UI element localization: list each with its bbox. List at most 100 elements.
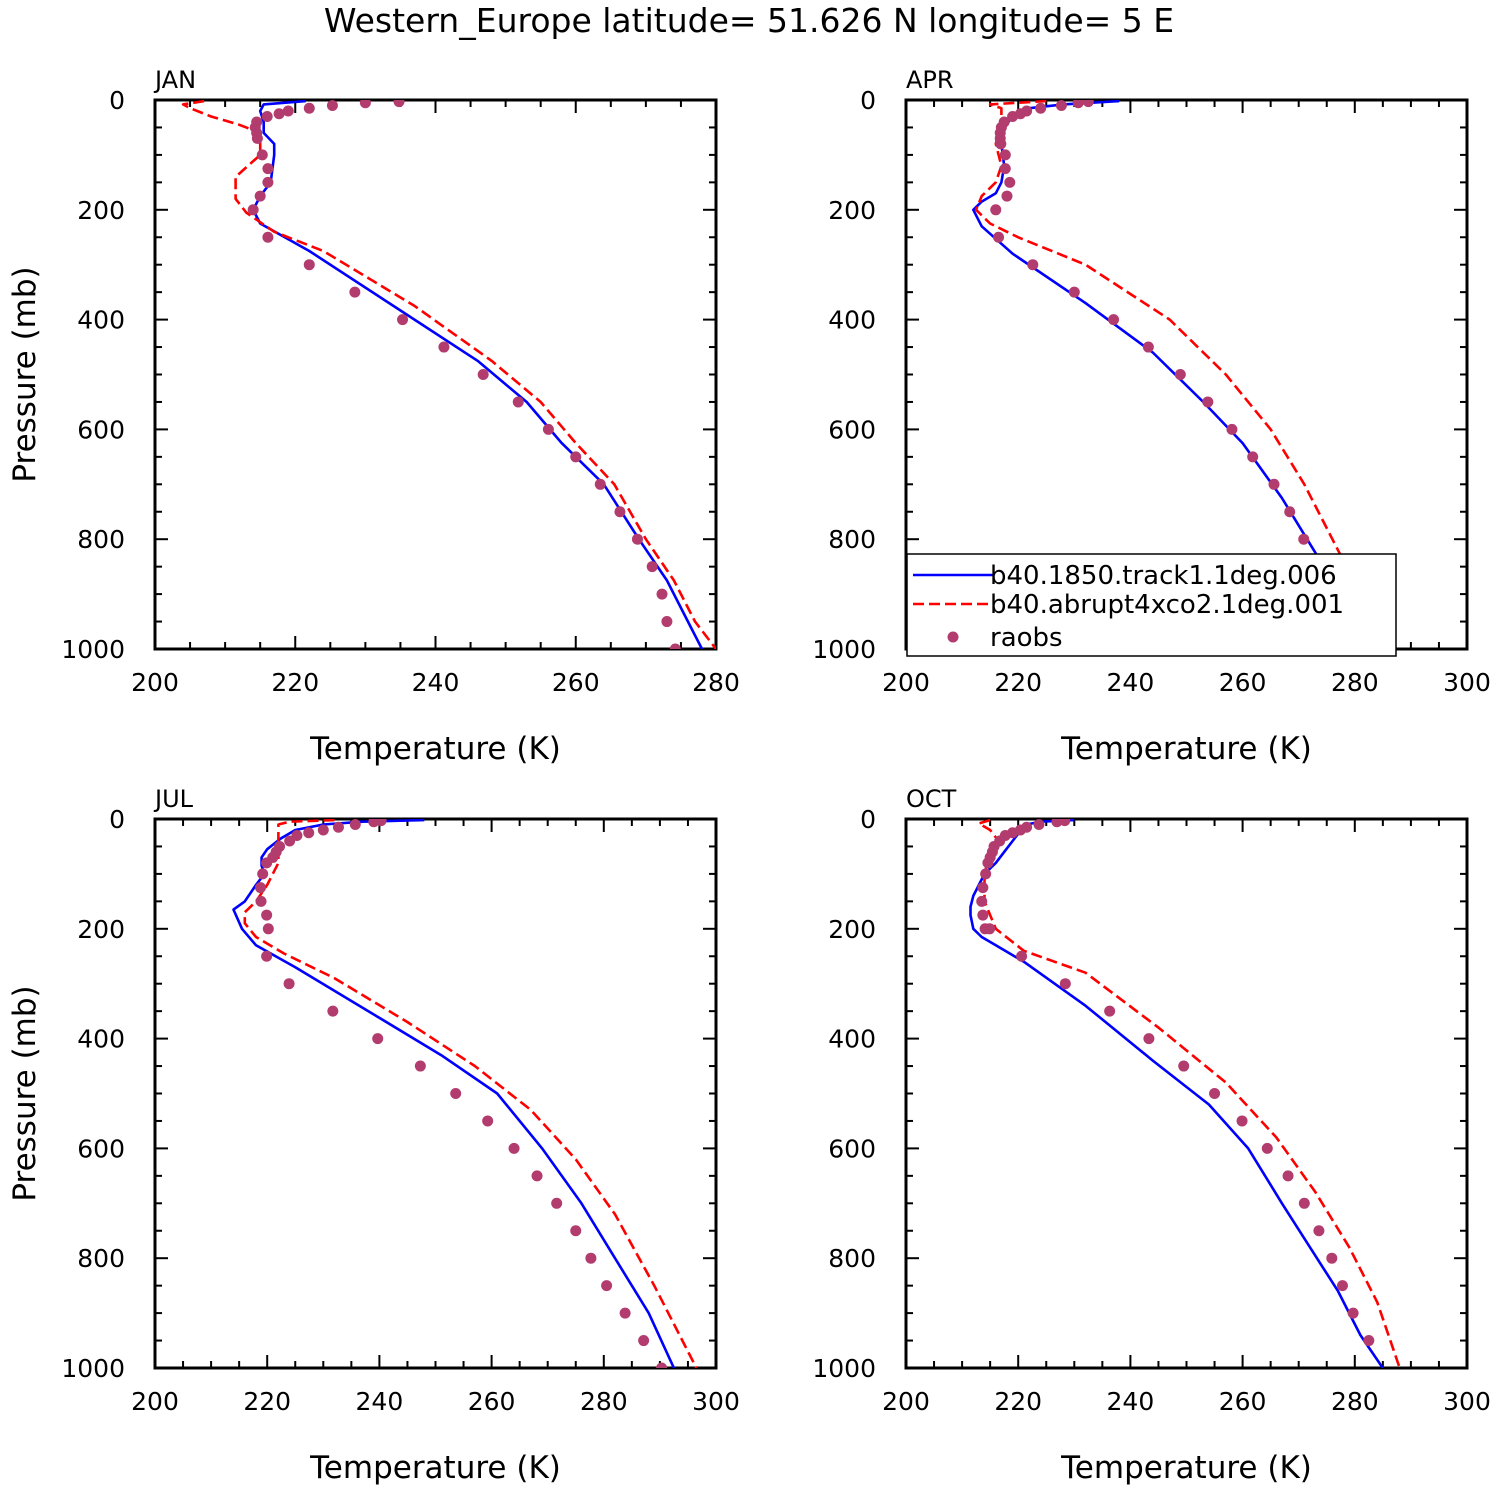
raobs-point <box>1336 1280 1348 1292</box>
y-tick-label: 1000 <box>812 1354 876 1383</box>
raobs-point <box>1347 1307 1359 1319</box>
raobs-point <box>261 857 273 869</box>
raobs-point <box>397 314 409 326</box>
raobs-point <box>1104 1005 1116 1017</box>
raobs-point <box>977 882 989 894</box>
series-line-1850 <box>251 100 704 649</box>
raobs-point <box>1236 1115 1248 1127</box>
raobs-point <box>1059 978 1071 990</box>
raobs-point <box>349 286 361 298</box>
raobs-point <box>256 149 268 161</box>
raobs-point <box>542 423 554 435</box>
raobs-point <box>1226 423 1238 435</box>
raobs-point <box>1298 1197 1310 1209</box>
y-tick-label: 1000 <box>61 1354 125 1383</box>
raobs-point <box>1298 533 1310 545</box>
raobs-point <box>1282 1170 1294 1182</box>
panel-oct: 200 220 240 260 280 300 0 200 400 600 800 1000 OCT Te… <box>812 785 1490 1486</box>
raobs-point <box>303 259 315 271</box>
raobs-point <box>619 1307 631 1319</box>
series-line-1850 <box>232 819 676 1368</box>
raobs-point <box>262 923 274 935</box>
raobs-point <box>482 1115 494 1127</box>
plot-data <box>232 819 698 1368</box>
y-tick-label: 400 <box>77 306 125 335</box>
raobs-point <box>438 341 450 353</box>
plot-data <box>969 819 1401 1368</box>
x-axis-label: Temperature (K) <box>309 1450 561 1486</box>
x-tick-label: 260 <box>552 668 600 697</box>
y-tick-label: 0 <box>109 86 125 115</box>
series-line-abrupt4xco2 <box>977 819 1401 1368</box>
x-tick-label: 200 <box>131 668 179 697</box>
raobs-point <box>1027 259 1039 271</box>
raobs-point <box>254 190 266 202</box>
y-tick-label: 400 <box>828 306 876 335</box>
raobs-point <box>585 1252 597 1264</box>
raobs-point <box>283 978 295 990</box>
raobs-point <box>251 132 263 144</box>
plot-frame <box>153 98 718 651</box>
raobs-point <box>1055 100 1067 111</box>
x-tick-label: 240 <box>356 1387 404 1416</box>
panel-title: JAN <box>153 66 196 94</box>
raobs-point <box>631 533 643 545</box>
series-line-1850 <box>969 819 1384 1368</box>
y-tick-label: 600 <box>828 415 876 444</box>
x-axis-label: Temperature (K) <box>1060 1450 1312 1486</box>
raobs-point <box>1142 341 1154 353</box>
raobs-point <box>1209 1088 1221 1099</box>
y-tick-label: 200 <box>77 196 125 225</box>
x-axis-label: Temperature (K) <box>309 731 561 767</box>
x-tick-label: 220 <box>271 668 319 697</box>
raobs-point <box>284 835 296 847</box>
raobs-point <box>990 204 1002 216</box>
panel-title: JUL <box>153 785 194 813</box>
raobs-point <box>477 369 489 380</box>
y-tick-label: 600 <box>77 415 125 444</box>
legend: b40.1850.track1.1deg.006b40.abrupt4xco2.… <box>906 553 1397 657</box>
x-tick-label: 280 <box>1331 668 1379 697</box>
x-tick-label: 260 <box>468 1387 516 1416</box>
raobs-point <box>255 895 267 907</box>
y-tick-label: 600 <box>77 1134 125 1163</box>
raobs-point <box>570 1225 582 1237</box>
raobs-point <box>601 1280 613 1292</box>
raobs-point <box>1108 314 1120 326</box>
x-tick-label: 280 <box>580 1387 628 1416</box>
raobs-point <box>646 561 658 573</box>
x-axis-label: Temperature (K) <box>1060 731 1312 767</box>
raobs-point <box>1247 451 1259 463</box>
x-tick-label: 240 <box>412 668 460 697</box>
x-tick-label: 260 <box>1219 668 1267 697</box>
raobs-point <box>1007 110 1019 122</box>
raobs-point <box>993 231 1005 243</box>
x-tick-label: 200 <box>882 668 930 697</box>
series-line-abrupt4xco2 <box>243 819 698 1368</box>
raobs-point <box>1016 950 1028 962</box>
raobs-point <box>1261 1142 1273 1154</box>
raobs-point <box>1326 1252 1338 1264</box>
raobs-point <box>1174 369 1186 380</box>
raobs-point <box>247 204 259 216</box>
raobs-point <box>261 950 273 962</box>
raobs-point <box>1202 396 1214 408</box>
raobs-point <box>531 1170 543 1182</box>
legend-box <box>906 553 1397 657</box>
panel-apr: 200 220 240 260 280 300 0 200 400 600 800 1000 APR Te… <box>812 66 1490 767</box>
x-tick-label: 300 <box>692 1387 740 1416</box>
x-tick-label: 260 <box>1219 1387 1267 1416</box>
raobs-point <box>1313 1225 1325 1237</box>
series-line-abrupt4xco2 <box>181 100 716 649</box>
x-tick-label: 240 <box>1107 668 1155 697</box>
raobs-point <box>273 108 285 120</box>
y-axis-label: Pressure (mb) <box>7 266 43 482</box>
raobs-point <box>254 882 266 894</box>
raobs-point <box>282 105 294 117</box>
panel-jan: 200 220 240 260 280 0 200 400 600 800 1000 JAN Tempe… <box>7 66 740 767</box>
x-tick-label: 240 <box>1107 1387 1155 1416</box>
raobs-point <box>349 819 361 830</box>
raobs-point <box>262 163 274 175</box>
raobs-point <box>1082 100 1094 108</box>
